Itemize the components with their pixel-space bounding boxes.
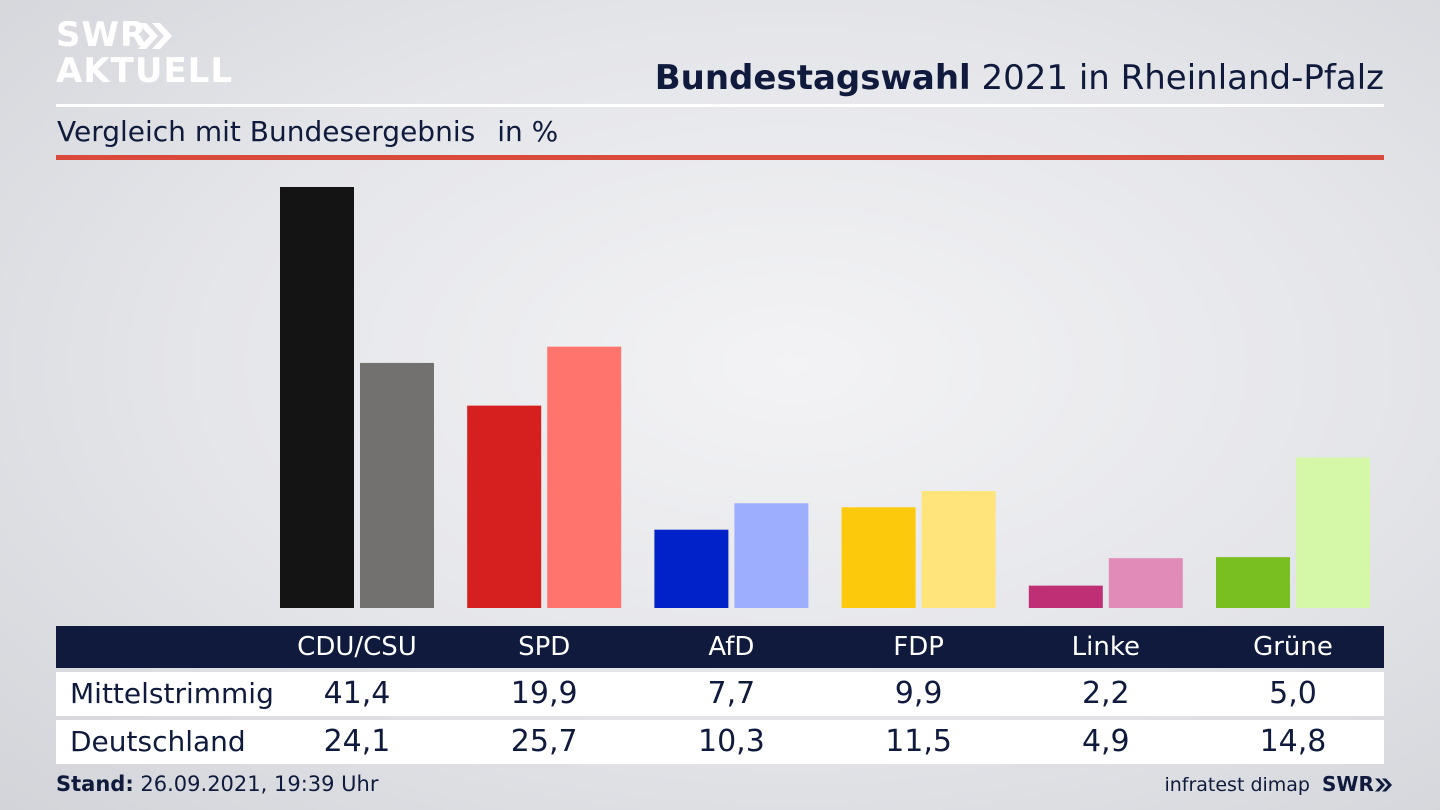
table-cell: 4,9 xyxy=(1081,724,1130,759)
title-rest: 2021 in Rheinland-Pfalz xyxy=(970,58,1384,98)
column-header: FDP xyxy=(893,632,944,662)
page-title: Bundestagswahl 2021 in Rheinland-Pfalz xyxy=(655,56,1384,100)
table-row: Mittelstrimmig 41,4 19,9 7,7 9,9 2,2 5,0 xyxy=(56,672,1384,716)
bar-2-series-0 xyxy=(654,529,729,608)
bar-4-series-0 xyxy=(1028,585,1103,608)
column-header: AfD xyxy=(708,632,755,662)
bar-2-series-1 xyxy=(734,503,809,608)
table-row: Deutschland 24,1 25,7 10,3 11,5 4,9 14,8 xyxy=(56,720,1384,764)
bar-1-series-0 xyxy=(467,405,542,608)
stand-label: Stand: xyxy=(56,772,134,796)
table-cell: 25,7 xyxy=(510,724,578,759)
table-cell: 7,7 xyxy=(707,676,756,711)
bar-0-series-1 xyxy=(360,362,434,608)
logo-swr-text: SWR xyxy=(56,15,148,55)
table-cell: 24,1 xyxy=(323,724,391,759)
table-cell: 41,4 xyxy=(323,676,391,711)
accent-divider xyxy=(56,155,1384,160)
timestamp: Stand: 26.09.2021, 19:39 Uhr xyxy=(56,770,379,798)
subtitle-text: Vergleich mit Bundesergebnis xyxy=(57,115,476,148)
bar-3-series-0 xyxy=(841,507,916,608)
table-cell: 11,5 xyxy=(885,724,952,759)
column-header: Grüne xyxy=(1253,632,1333,662)
column-header: Linke xyxy=(1071,632,1140,662)
source-credit: infratest dimap xyxy=(1164,774,1310,796)
column-header: SPD xyxy=(518,632,571,662)
brand-text: SWR xyxy=(1322,772,1374,796)
table-header-row: CDU/CSU SPD AfD FDP Linke Grüne xyxy=(56,626,1384,668)
bar-chart xyxy=(280,187,1370,608)
column-header: CDU/CSU xyxy=(297,632,417,662)
table-cell: 19,9 xyxy=(510,676,578,711)
title-divider xyxy=(56,104,1384,107)
chart-subtitle: Vergleich mit Bundesergebnis in % xyxy=(57,114,558,150)
bar-0-series-0 xyxy=(280,187,354,608)
bar-5-series-0 xyxy=(1216,557,1290,608)
row-label: Mittelstrimmig xyxy=(70,677,274,710)
bar-1-series-1 xyxy=(547,346,622,608)
title-bold: Bundestagswahl xyxy=(654,58,971,98)
swr-aktuell-logo: SWR AKTUELL xyxy=(56,15,232,90)
double-chevron-icon xyxy=(1374,778,1392,792)
table-cell: 10,3 xyxy=(697,724,765,759)
swr-brand: SWR xyxy=(1322,771,1394,797)
results-table: CDU/CSU SPD AfD FDP Linke Grüne Mittelstrimmi… xyxy=(56,626,1384,764)
unit-label: in % xyxy=(497,115,559,148)
bar-4-series-1 xyxy=(1108,558,1183,608)
row-label: Deutschland xyxy=(70,725,246,758)
table-cell: 14,8 xyxy=(1259,724,1327,759)
logo-aktuell-text: AKTUELL xyxy=(56,51,234,91)
bar-5-series-1 xyxy=(1296,457,1370,608)
double-chevron-icon xyxy=(138,23,172,49)
stand-value: 26.09.2021, 19:39 Uhr xyxy=(133,772,379,796)
table-cell: 2,2 xyxy=(1081,676,1130,711)
table-cell: 5,0 xyxy=(1269,676,1317,711)
table-cell: 9,9 xyxy=(894,676,943,711)
bar-3-series-1 xyxy=(921,491,996,608)
